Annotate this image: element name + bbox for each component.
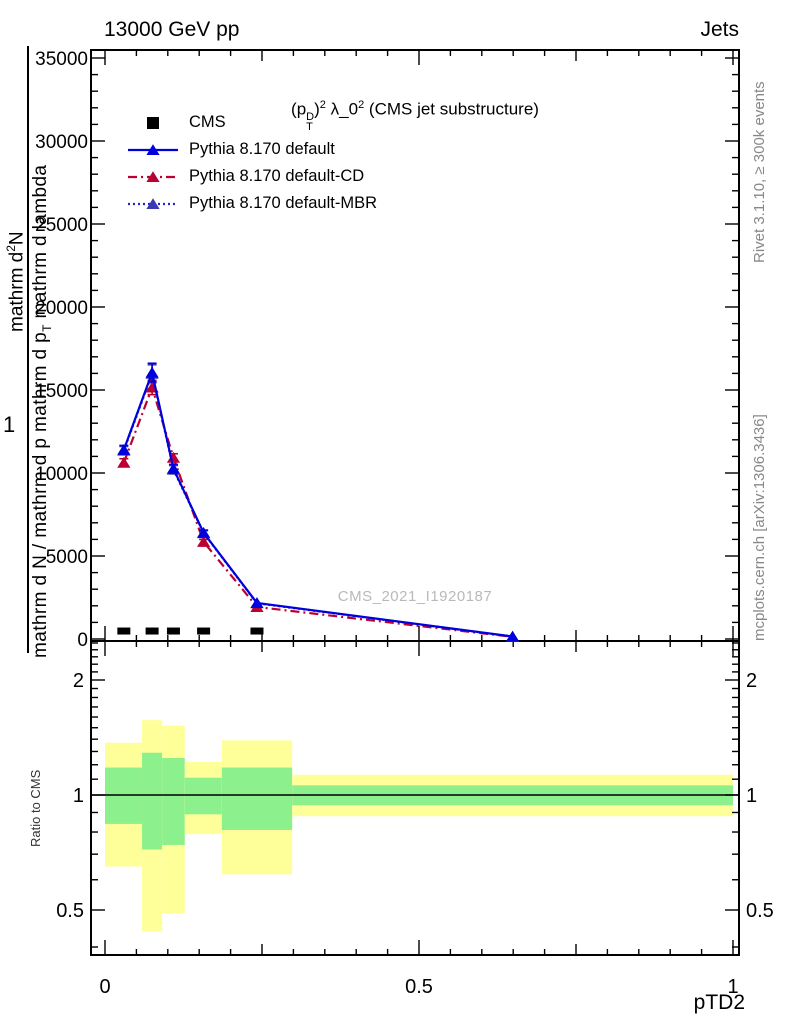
mcplots-credit: mcplots.cern.ch [arXiv:1306.3436] <box>751 414 768 641</box>
axis-tick-labels: 0 5000 10000 15000 20000 25000 30000 35000 0 0.5 1… <box>35 49 774 998</box>
legend-label: Pythia 8.170 default-MBR <box>189 194 378 212</box>
y-axis-label-denominator-sub: T <box>39 324 54 332</box>
triangle-marker <box>196 536 211 547</box>
triangle-marker <box>250 597 264 608</box>
title-sub-t: T <box>306 121 313 134</box>
tick-label: 0.5 <box>746 900 774 922</box>
legend-triangle-marker <box>146 143 160 155</box>
cms-data-marker <box>145 627 159 635</box>
title-exponent-2: 2 <box>358 99 365 111</box>
y-axis-label-numerator-post: N <box>6 231 28 246</box>
legend-label: CMS <box>189 113 226 131</box>
ratio-bands <box>105 720 733 932</box>
triangle-marker <box>166 462 181 474</box>
cms-data-marker <box>250 627 264 635</box>
tick-label: 2 <box>746 670 757 692</box>
legend-triangle-marker <box>146 170 160 182</box>
legend-label: Pythia 8.170 default-CD <box>189 167 365 185</box>
tick-label: 5000 <box>46 547 88 568</box>
tick-label: 0.5 <box>56 900 84 922</box>
tick-label: 1 <box>73 785 84 807</box>
legend-item: Pythia 8.170 default <box>128 136 377 163</box>
tick-label: 0 <box>77 630 88 651</box>
cms-data-marker <box>117 627 131 635</box>
ratio-frame <box>90 640 740 956</box>
title-lambda: λ_0 <box>325 99 359 119</box>
plot-title: (p D T)2 λ_02 (CMS jet substructure) <box>91 99 739 134</box>
legend-label: Pythia 8.170 default <box>189 140 335 158</box>
y-axis-label-denominator-post: mathrm d lambda <box>30 164 51 325</box>
tick-label: 10000 <box>35 464 88 485</box>
analysis-id-watermark: CMS_2021_I1920187 <box>337 588 493 605</box>
triangle-marker <box>117 456 131 468</box>
tick-label: 15000 <box>35 381 88 402</box>
cms-data-marker <box>197 627 211 635</box>
beam-energy-label: 13000 GeV pp <box>104 18 240 41</box>
title-open: (p <box>291 99 307 119</box>
axis-ticks <box>91 50 739 955</box>
y-axis-label-denominator: mathrm d N / mathrm d p mathrm d pT math… <box>30 26 54 658</box>
legend-item: Pythia 8.170 default-MBR <box>128 190 377 217</box>
x-axis-title: pTD2 <box>693 991 745 1014</box>
ratio-band-inner <box>221 767 293 830</box>
y-axis-label-numerator: mathrm d2N <box>4 148 28 332</box>
legend-swatch <box>128 143 178 155</box>
ratio-band-inner <box>162 757 185 845</box>
title-suffix: (CMS jet substructure) <box>364 99 539 119</box>
legend-square-marker <box>147 116 159 129</box>
tick-label: 25000 <box>35 215 88 236</box>
legend-swatch <box>147 116 159 129</box>
legend: CMS Pythia 8.170 default Pythia 8.170 defa… <box>128 109 377 217</box>
legend-triangle-marker <box>146 197 160 209</box>
ratio-axis-label: Ratio to CMS <box>28 769 43 847</box>
triangle-marker <box>505 630 520 642</box>
tick-label: 1 <box>746 785 757 807</box>
title-sup-d: D <box>306 110 315 123</box>
title-close: ) <box>314 99 320 119</box>
y-axis-fraction-bar <box>27 46 29 653</box>
legend-swatch <box>128 197 178 209</box>
y-axis-label-numerator-text: mathrm d <box>6 251 28 332</box>
legend-item: Pythia 8.170 default-CD <box>128 163 377 190</box>
triangle-marker <box>196 526 211 538</box>
series-line <box>122 368 513 638</box>
ratio-band-inner <box>142 752 163 850</box>
y-axis-label-numerator-sup: 2 <box>4 245 18 252</box>
y-axis-label-denominator-text: mathrm d N / mathrm d p mathrm d p <box>30 331 51 658</box>
triangle-marker <box>145 366 159 378</box>
tick-label: 35000 <box>35 49 88 70</box>
triangle-marker <box>117 443 131 455</box>
tick-label: 0.5 <box>405 976 433 998</box>
series-pythia-8-170-default <box>117 362 520 642</box>
triangle-marker <box>166 451 181 463</box>
tick-label: 1 <box>727 976 738 998</box>
tick-label: 0 <box>99 976 110 998</box>
tick-label: 30000 <box>35 132 88 153</box>
ratio-band-inner <box>184 777 222 815</box>
legend-item: CMS <box>128 109 377 136</box>
legend-swatch <box>128 170 178 182</box>
title-exponent-1: 2 <box>319 99 326 111</box>
analysis-group-label: Jets <box>700 18 739 41</box>
series-cms <box>117 627 264 635</box>
y-axis-label-prefactor: 1 <box>3 412 16 437</box>
tick-label: 2 <box>73 670 84 692</box>
rivet-version-credit: Rivet 3.1.10, ≥ 300k events <box>751 81 768 263</box>
cms-data-marker <box>166 627 180 635</box>
tick-label: 20000 <box>35 298 88 319</box>
